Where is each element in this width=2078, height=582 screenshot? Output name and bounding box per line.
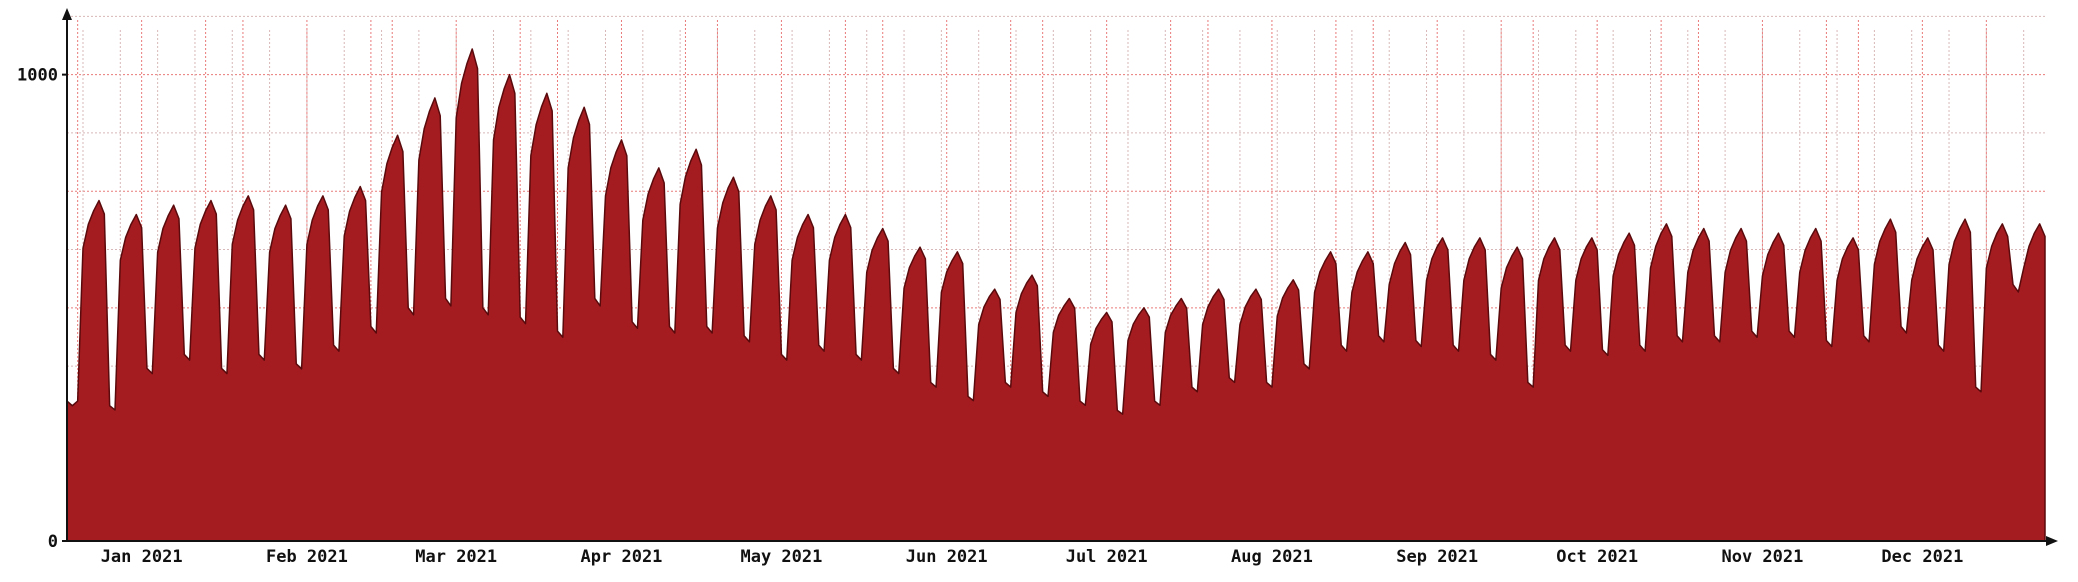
x-tick-label: Feb 2021 — [266, 547, 348, 567]
x-tick-label: Apr 2021 — [581, 547, 663, 567]
x-tick-label: Mar 2021 — [415, 547, 497, 567]
tick-labels: 0 1000 Jan 2021 Feb 2021 Mar 2021 Apr 2021 May… — [17, 66, 1963, 567]
y-axis-arrow-icon — [62, 8, 72, 20]
x-tick-label: Jun 2021 — [906, 547, 988, 567]
x-tick-label: Dec 2021 — [1881, 547, 1963, 567]
x-tick-label: Sep 2021 — [1396, 547, 1478, 567]
x-axis-arrow-icon — [2046, 536, 2058, 546]
x-tick-label: Jan 2021 — [101, 547, 183, 567]
x-tick-label: Nov 2021 — [1721, 547, 1803, 567]
x-tick-label: Jul 2021 — [1066, 547, 1148, 567]
axes — [62, 8, 2058, 546]
area-fill — [66, 48, 2046, 542]
x-tick-label: Aug 2021 — [1231, 547, 1313, 567]
area-series — [66, 48, 2046, 542]
y-tick-label: 1000 — [17, 66, 58, 86]
x-tick-label: May 2021 — [740, 547, 822, 567]
x-tick-label: Oct 2021 — [1556, 547, 1638, 567]
y-tick-label: 0 — [48, 532, 58, 552]
